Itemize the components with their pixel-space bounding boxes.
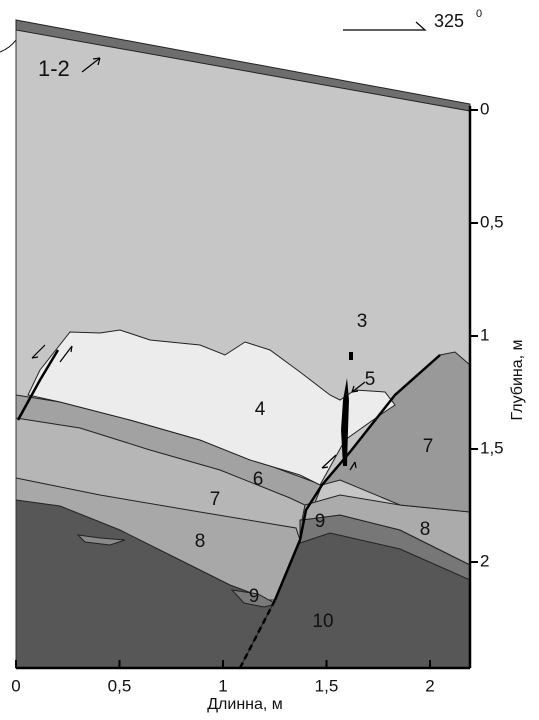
layer-label: 10 — [312, 611, 333, 632]
section-diagram: 325 0 1-2 Длинна, м Глубина, м 345677889… — [0, 0, 539, 720]
y-tick-label: 2 — [480, 551, 489, 570]
layer-label: 7 — [210, 489, 221, 510]
azimuth-degree: 0 — [476, 8, 482, 20]
layer-label: 8 — [420, 519, 431, 540]
layer-label: 3 — [357, 311, 368, 332]
layer-label: 6 — [253, 469, 264, 490]
layer-label: 8 — [195, 531, 206, 552]
y-tick-label: 1,5 — [480, 438, 504, 457]
y-tick-label: 1 — [480, 325, 489, 344]
azimuth-arrow — [343, 22, 425, 30]
x-axis-label: Длинна, м — [207, 696, 283, 713]
x-tick-label: 1,5 — [315, 676, 339, 695]
top-left-mark — [0, 40, 16, 52]
x-tick-label: 1 — [218, 676, 227, 695]
layer-label: 7 — [423, 436, 434, 457]
layer-label: 9 — [249, 586, 260, 607]
y-axis-label: Глубина, м — [509, 339, 526, 420]
layer-label: 9 — [315, 511, 326, 532]
x-tick-label: 0 — [11, 676, 20, 695]
surface-label: 1-2 — [38, 56, 70, 81]
azimuth: 325 — [434, 11, 464, 31]
layer-label: 5 — [365, 369, 376, 390]
layer-label: 4 — [255, 399, 266, 420]
x-tick-label: 0,5 — [108, 676, 132, 695]
y-tick-label: 0 — [480, 99, 489, 118]
y-tick-label: 0,5 — [480, 212, 504, 231]
x-tick-label: 2 — [425, 676, 434, 695]
